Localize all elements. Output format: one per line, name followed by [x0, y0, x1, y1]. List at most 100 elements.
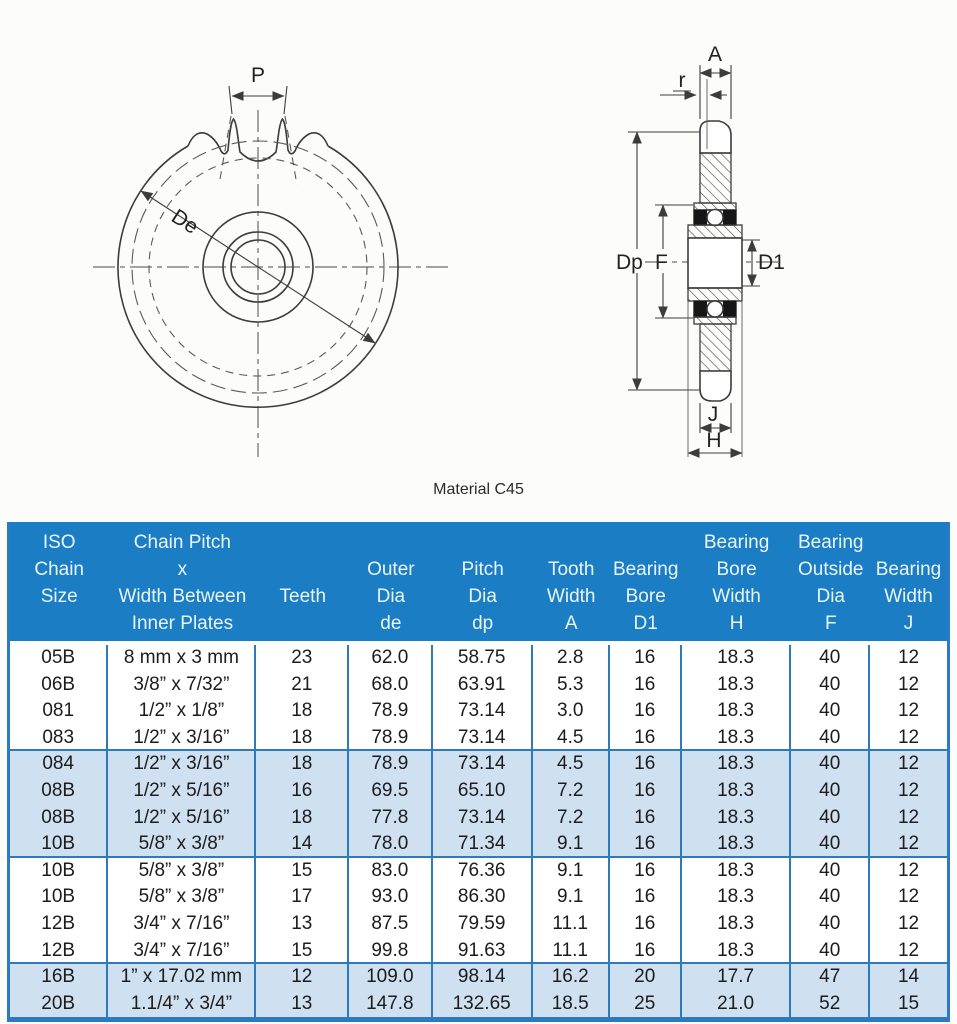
table-cell: 16 [256, 777, 350, 805]
header-line: Width [546, 586, 596, 607]
header-line: Bearing [612, 559, 679, 580]
table-cell: 73.14 [433, 698, 533, 725]
table-cell: 08B [10, 777, 109, 805]
table-cell: 12 [897, 779, 920, 801]
table-cell: 86.30 [433, 884, 533, 911]
header-line: Bearing [703, 532, 770, 553]
table-cell: 18.3 [682, 777, 792, 805]
table-row: 10B 5/8” x 3/8” 14 78.0 71.34 9.1 16 18.3 40 12 [10, 831, 947, 858]
table-cell: 084 [10, 751, 109, 778]
table-cell: 77.8 [349, 804, 433, 832]
table-cell: 65.10 [433, 777, 533, 805]
table-cell: 12 [897, 859, 920, 881]
header-line: Chain Pitch [133, 532, 231, 553]
table-cell: 40 [791, 698, 871, 725]
header-cell-1: ISO Chain Size [10, 522, 108, 641]
table-cell: 10B [10, 857, 109, 885]
header-line: Width [884, 586, 933, 607]
table-cell: 1.1/4” x 3/4” [108, 990, 257, 1018]
table-cell: 18 [256, 751, 350, 778]
label-outer-dia: De [167, 205, 202, 239]
table-cell: 4.5 [533, 751, 610, 778]
table-row: 06B 3/8” x 7/32” 21 68.0 63.91 5.3 16 18.3 40 12 [10, 671, 947, 699]
table-cell: 16 [610, 751, 682, 778]
header-line: J [903, 613, 914, 634]
header-line: ISO [42, 532, 76, 553]
label-bearing-outside-dia: F [655, 251, 668, 274]
table-cell: 12B [10, 937, 109, 965]
dim-line-outer-dia [140, 190, 376, 344]
table-cell: 12 [897, 939, 920, 961]
table-cell: 18.3 [682, 937, 792, 965]
label-radius: r [679, 69, 686, 92]
table-cell: 15 [256, 937, 350, 965]
bearing-seal [694, 210, 707, 225]
table-row: 084 1/2” x 3/16” 18 78.9 73.14 4.5 16 18.3 40 12 [10, 751, 947, 778]
table-cell: 11.1 [533, 937, 610, 965]
table-cell: 11.1 [533, 910, 610, 938]
table-row: 08B 1/2” x 5/16” 18 77.8 73.14 7.2 16 18.3 40 12 [10, 804, 947, 832]
label-tooth-width: A [708, 43, 722, 66]
table-cell: 10B [10, 831, 109, 858]
table-cell: 40 [791, 671, 871, 699]
table-cell: 18.3 [682, 831, 792, 858]
table-cell: 52 [791, 990, 871, 1018]
table-cell: 12 [897, 726, 920, 748]
table-row: 12B 3/4” x 7/16” 15 99.8 91.63 11.1 16 18.3 40 12 [10, 937, 947, 965]
table-cell: 91.63 [433, 937, 533, 965]
table-cell: 16 [610, 857, 682, 885]
table-cell: 18.3 [682, 671, 792, 699]
table-cell: 87.5 [349, 910, 433, 938]
table-cell: 71.34 [433, 831, 533, 858]
table-cell: 5/8” x 3/8” [108, 831, 257, 858]
table-cell: 3/4” x 7/16” [108, 910, 257, 938]
table-cell: 16 [610, 698, 682, 725]
table-cell: 132.65 [433, 990, 533, 1018]
table-cell: 18 [256, 724, 350, 752]
table-cell: 5/8” x 3/8” [108, 884, 257, 911]
table-cell: 40 [791, 804, 871, 832]
table-cell: 16 [610, 777, 682, 805]
table-cell: 25 [610, 990, 682, 1018]
table-row: 20B 1.1/4” x 3/4” 13 147.8 132.65 18.5 25 21.0 5… [10, 990, 947, 1018]
table-header-row: ISO Chain Size Chain Pitch x Width Between Inn… [10, 522, 947, 641]
header-line: Chain [34, 559, 85, 580]
table-cell: 1/2” x 5/16” [108, 804, 257, 832]
table-cell: 16 [610, 645, 682, 672]
table-cell: 05B [10, 645, 109, 672]
table-cell: 10B [10, 884, 109, 911]
header-line: Outer [367, 559, 415, 580]
table-cell: 083 [10, 724, 109, 752]
flange-section [687, 287, 743, 302]
header-cell-9: Bearing Outside Dia F [791, 522, 870, 641]
table-cell: 1/2” x 3/16” [108, 724, 257, 752]
table-cell: 08B [10, 804, 109, 832]
table-row: 05B 8 mm x 3 mm 23 62.0 58.75 2.8 16 18.3 40 12 [10, 645, 947, 672]
table-cell: 99.8 [349, 937, 433, 965]
table-cell: 1/2” x 1/8” [108, 698, 257, 725]
table-cell: 20B [10, 990, 109, 1018]
table-cell: 15 [897, 992, 920, 1014]
header-cell-6: Tooth Width A [533, 522, 610, 641]
header-line: Teeth [279, 586, 327, 607]
table-cell: 40 [791, 751, 871, 778]
table-cell: 21.0 [682, 990, 792, 1018]
header-line: Outside [798, 559, 864, 580]
sprocket-teeth-profile [187, 117, 329, 162]
table-row: 10B 5/8” x 3/8” 17 93.0 86.30 9.1 16 18.3 40 12 [10, 884, 947, 911]
header-cell-10: Bearing Width J [870, 522, 947, 641]
header-line: Size [40, 586, 78, 607]
table-cell: 109.0 [349, 964, 433, 991]
bearing-seal [723, 210, 736, 225]
table-cell: 40 [791, 857, 871, 885]
table-cell: 62.0 [349, 645, 433, 672]
table-cell: 18.3 [682, 857, 792, 885]
flange-section [687, 224, 743, 239]
table-cell: 40 [791, 884, 871, 911]
table-cell: 12 [897, 912, 920, 934]
header-body-gap [10, 641, 947, 645]
table-cell: 40 [791, 831, 871, 858]
table-cell: 20 [610, 964, 682, 991]
header-line: Bore [625, 586, 666, 607]
